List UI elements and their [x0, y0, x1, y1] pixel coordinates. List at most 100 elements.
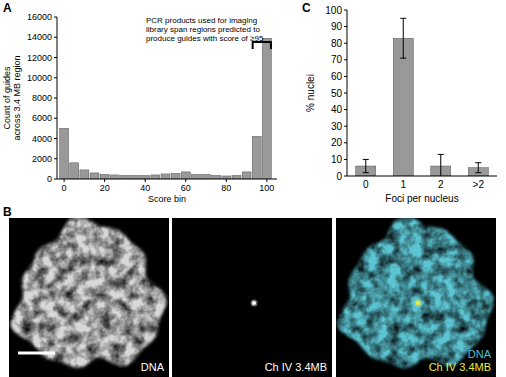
tick-label: 40 — [331, 104, 343, 115]
caption: Ch IV 3.4MB — [265, 361, 327, 373]
bar — [131, 175, 140, 179]
bars — [356, 18, 489, 176]
error-cap — [400, 58, 406, 59]
tick-label: 40 — [140, 183, 150, 193]
bar — [232, 175, 241, 179]
caption: Ch IV 3.4MB — [429, 361, 491, 373]
bar — [141, 175, 150, 179]
bar — [110, 175, 119, 179]
image-frame — [336, 218, 496, 377]
tick-label: 0 — [47, 174, 52, 184]
bar — [171, 173, 180, 179]
axis-label: Foci per nucleus — [385, 193, 458, 204]
error-line — [440, 154, 441, 176]
error-line — [403, 18, 404, 58]
tick-label: 100 — [259, 183, 274, 193]
figure: A020406080100020004000600080001000012000… — [0, 0, 506, 377]
tick — [344, 126, 347, 127]
tick-label: >2 — [473, 179, 485, 190]
bar — [242, 172, 251, 179]
tick — [64, 179, 65, 182]
tick-label: 60 — [181, 183, 191, 193]
nucleus — [338, 218, 494, 368]
error-bar — [475, 163, 481, 173]
tick — [344, 59, 347, 60]
tick-label: 0 — [336, 171, 342, 182]
caption: DNA — [468, 348, 492, 360]
tick-label: 30 — [331, 121, 343, 132]
tick — [54, 98, 57, 99]
error-cap — [363, 159, 369, 160]
error-cap — [475, 162, 481, 163]
tick — [344, 76, 347, 77]
tick — [145, 179, 146, 182]
x-axis — [347, 176, 497, 177]
tick — [54, 57, 57, 58]
focus-glow — [251, 300, 258, 307]
bar — [80, 170, 89, 179]
scale-bar — [18, 352, 55, 355]
bar — [161, 174, 170, 179]
bars — [60, 38, 272, 179]
tick-label: 90 — [331, 21, 343, 32]
tick-label: 80 — [221, 183, 231, 193]
error-cap — [363, 172, 369, 173]
tick-label: 10 — [331, 154, 343, 165]
tick — [344, 10, 347, 11]
bar — [212, 175, 221, 179]
tick — [104, 179, 105, 182]
tick-label: 8000 — [32, 93, 52, 103]
error-cap — [475, 172, 481, 173]
tick-label: 12000 — [27, 53, 52, 63]
tick — [344, 142, 347, 143]
error-line — [365, 159, 366, 172]
annotation: library span regions predicted to — [146, 25, 260, 34]
tick — [54, 17, 57, 18]
panel-letter: A — [3, 1, 12, 15]
error-bar — [438, 154, 444, 176]
tick-label: 80 — [331, 38, 343, 49]
tick — [344, 159, 347, 160]
focus — [416, 301, 420, 305]
tick — [344, 43, 347, 44]
x-axis — [57, 179, 277, 180]
nucleus — [11, 218, 167, 368]
focus — [252, 301, 256, 305]
bar — [393, 38, 413, 176]
tick — [266, 179, 267, 182]
tick — [344, 176, 347, 177]
tick-label: 2 — [438, 179, 444, 190]
tick-label: 50 — [331, 88, 343, 99]
tick-label: 2000 — [32, 154, 52, 164]
error-bar — [363, 159, 369, 172]
tick — [54, 77, 57, 78]
bar — [100, 174, 109, 179]
tick-label: 0 — [62, 183, 67, 193]
axis-label: Score bin — [148, 194, 186, 204]
error-cap — [438, 154, 444, 155]
bar — [202, 174, 211, 179]
tick — [226, 179, 227, 182]
error-bar — [400, 18, 406, 58]
tick-label: 0 — [363, 179, 369, 190]
tick — [54, 158, 57, 159]
tick-label: 10000 — [27, 73, 52, 83]
bar — [181, 172, 190, 179]
tick — [54, 179, 57, 180]
tick-label: 70 — [331, 54, 343, 65]
tick-label: 1 — [400, 179, 406, 190]
bar — [60, 128, 69, 179]
tick-label: 14000 — [27, 32, 52, 42]
caption: DNA — [141, 361, 165, 373]
tick — [54, 37, 57, 38]
tick-label: 4000 — [32, 134, 52, 144]
tick-label: 20 — [100, 183, 110, 193]
tick — [344, 26, 347, 27]
tick — [344, 93, 347, 94]
bar — [151, 175, 160, 179]
image-frame — [9, 218, 169, 377]
error-cap — [400, 18, 406, 19]
bar — [120, 175, 129, 179]
error-line — [478, 163, 479, 173]
bar — [90, 173, 99, 179]
